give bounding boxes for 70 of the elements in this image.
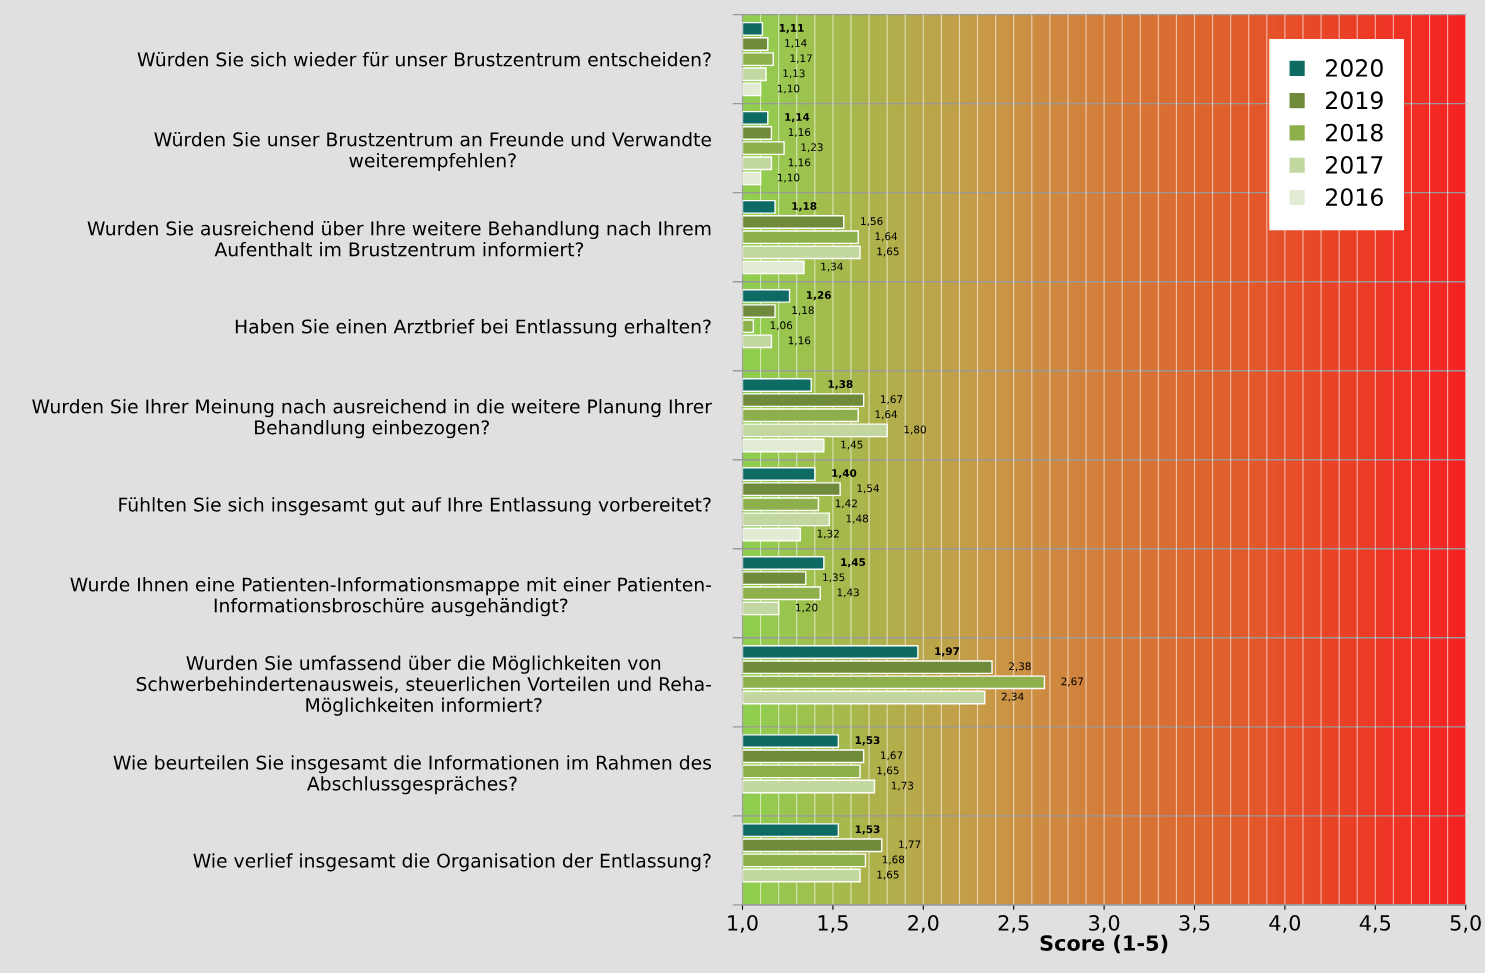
- x-tick-label: 2,0: [908, 914, 939, 933]
- x-tick-label: 1,5: [818, 915, 848, 933]
- data-label: 1,17: [790, 54, 812, 64]
- x-tick-label: 3,5: [1179, 914, 1210, 933]
- y-tick-label: Würden Sie unser Brustzentrum an Freunde und Verwandte weiterempfehlen?: [154, 131, 711, 172]
- data-label: 1,56: [861, 217, 883, 227]
- x-axis-title: Score (1-5): [1040, 934, 1168, 954]
- data-label: 1,65: [877, 870, 899, 880]
- data-label: 1,42: [835, 499, 857, 509]
- y-tick-label: Wie verlief insgesamt die Organisation der Entlassung?: [193, 853, 711, 872]
- y-tick-label: Fühlten Sie sich insgesamt gut auf Ihre Entlassung vorbereitet?: [119, 497, 711, 516]
- data-label: 1,16: [788, 158, 811, 168]
- data-label: 1,45: [841, 440, 863, 450]
- data-label: 2,38: [1009, 662, 1031, 672]
- data-label: 1,53: [855, 825, 880, 835]
- x-tick-label: 3,0: [1089, 914, 1120, 933]
- data-label: 1,77: [899, 840, 921, 850]
- data-label: 1,10: [778, 84, 800, 94]
- data-label: 1,10: [778, 173, 800, 183]
- x-tick-label: 5,0: [1450, 914, 1481, 933]
- x-tick-label: 1,0: [728, 914, 758, 933]
- y-tick-label: Wurde Ihnen eine Patienten-Informationsmappe mit einer Patienten- Informationsbroschüre ausgehändigt?: [70, 577, 712, 617]
- data-label: 1,14: [785, 113, 810, 123]
- data-label: 1,32: [817, 529, 839, 539]
- x-tick-label: 2,5: [998, 914, 1029, 933]
- legend-label: 2018: [1326, 123, 1383, 142]
- data-label: 1,11: [779, 24, 804, 34]
- data-label: 1,67: [881, 395, 903, 405]
- data-label: 1,68: [882, 855, 905, 865]
- data-label: 1,65: [877, 247, 899, 257]
- data-label: 1,20: [796, 603, 818, 613]
- data-label: 1,23: [801, 143, 823, 153]
- data-label: 1,67: [881, 751, 903, 761]
- data-label: 1,45: [841, 558, 866, 568]
- y-tick-label: Wurden Sie umfassend über die Möglichkeiten von Schwerbehindertenausweis, steuerlichen Vorteilen und Reha- Möglichkeiten informiert?: [136, 655, 712, 716]
- data-label: 1,35: [823, 573, 845, 583]
- data-label: 1,26: [806, 291, 831, 301]
- data-label: 2,34: [1001, 692, 1024, 702]
- data-label: 1,65: [877, 766, 899, 776]
- data-label: 1,14: [785, 39, 807, 49]
- data-label: 1,48: [846, 514, 869, 524]
- legend-label: 2019: [1326, 91, 1383, 110]
- data-label: 1,54: [857, 484, 880, 494]
- data-label: 1,80: [904, 425, 926, 435]
- legend-label: 2016: [1326, 188, 1383, 207]
- data-label: 1,16: [788, 336, 811, 346]
- data-label: 1,34: [821, 262, 843, 272]
- y-tick-label: Würden Sie sich wieder für unser Brustzentrum entscheiden?: [137, 51, 711, 67]
- data-label: 1,64: [875, 232, 898, 242]
- data-label: 1,38: [828, 380, 853, 390]
- legend-label: 2020: [1326, 59, 1383, 77]
- y-tick-label: Wurden Sie ausreichend über Ihre weitere Behandlung nach Ihrem Aufenthalt im Brustzentrum informiert?: [87, 220, 711, 257]
- data-label: 2,67: [1061, 677, 1084, 687]
- data-label: 1,97: [935, 647, 960, 657]
- y-tick-label: Wie beurteilen Sie insgesamt die Informationen im Rahmen des Abschlussgespräches?: [113, 755, 712, 795]
- data-label: 1,40: [832, 469, 857, 479]
- data-label: 1,73: [891, 781, 914, 791]
- y-tick-label: Haben Sie einen Arztbrief bei Entlassung erhalten?: [235, 319, 711, 338]
- data-label: 1,13: [783, 69, 805, 79]
- y-tick-label: Wurden Sie Ihrer Meinung nach ausreichend in die weitere Planung Ihrer Behandlung einbezogen?: [32, 399, 712, 439]
- data-label: 1,16: [788, 128, 811, 138]
- x-tick-label: 4,5: [1359, 915, 1391, 933]
- data-label: 1,53: [855, 736, 880, 746]
- x-tick-label: 4,0: [1269, 914, 1301, 933]
- data-label: 1,18: [792, 202, 817, 212]
- data-label: 1,64: [875, 410, 898, 420]
- data-label: 1,06: [770, 321, 793, 331]
- data-label: 1,43: [837, 588, 859, 598]
- data-label: 1,18: [792, 306, 814, 316]
- legend-label: 2017: [1326, 155, 1383, 174]
